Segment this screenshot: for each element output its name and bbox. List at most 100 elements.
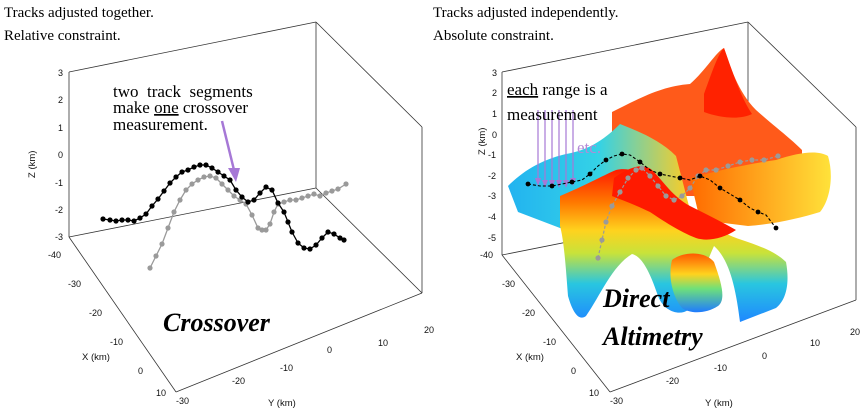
left-z-ticks: 3 2 1 0 -1 -2 -3 [55,68,63,242]
track-point [221,173,227,179]
left-axes-box [68,21,423,393]
track-point [343,181,349,187]
right-y-axis-label: Y (km) [705,398,733,409]
track-point [179,169,185,175]
track-point [703,167,709,173]
z-tick-label: -2 [55,205,63,215]
track-point [245,199,251,205]
track-point [171,209,177,215]
track-point [183,187,189,193]
track-point [323,190,329,196]
track-point [775,153,781,159]
track-point [609,203,615,209]
track-point [329,188,335,194]
right-panel: Tracks adjusted independently. Absolute … [433,5,860,409]
annotation-line2-underlined: one [154,98,179,117]
y-tick-label: -30 [176,396,189,406]
track-point [603,157,609,163]
track-point [679,193,685,199]
y-tick-label: -10 [280,363,293,373]
track-point [305,193,311,199]
track-point [619,151,625,157]
track-point [317,193,323,199]
y-tick-label: -20 [232,376,245,386]
x-tick-label: -40 [480,250,493,260]
track-point [189,181,195,187]
track-point [335,186,341,192]
right-z-ticks: 3 2 1 0 -1 -2 -3 -4 -5 [488,68,497,243]
x-tick-label: 0 [571,366,576,376]
track-point [125,217,131,223]
left-panel: Tracks adjusted together. Relative const… [4,5,434,409]
track-point [625,175,631,181]
left-gray-track [147,173,349,271]
right-annotation: each range is a measurement etc. [507,80,608,157]
x-tick-label: -40 [48,250,61,260]
etc-label: etc. [577,138,601,157]
track-point [713,167,719,173]
z-tick-label: 0 [492,130,497,140]
track-point [161,188,167,194]
z-tick-label: -4 [488,212,496,222]
track-point [173,174,179,180]
track-point [149,203,155,209]
track-point [251,197,257,203]
track-point [569,179,575,185]
annotation-line2: measurement [507,105,598,124]
left-annotation: two track segments make one crossover me… [113,82,253,134]
track-point [295,240,301,246]
track-point [137,215,143,221]
right-header-line1: Tracks adjusted independently. [433,5,619,21]
track-point [281,199,287,205]
z-tick-label: -3 [55,232,63,242]
annotation-line3: measurement. [113,115,208,134]
x-tick-label: -10 [110,337,123,347]
track-point [737,197,743,203]
track-point [549,183,555,189]
track-line [149,175,347,269]
track-point [755,209,761,215]
track-point [207,173,213,179]
track-point [249,212,255,218]
track-point [687,185,693,191]
track-point [599,237,605,243]
y-tick-label: 20 [424,325,434,335]
track-point [285,219,291,225]
left-z-axis-label: Z (km) [27,151,38,178]
track-point [275,200,281,206]
track-point [255,225,261,231]
track-point [293,197,299,203]
track-point [281,209,287,215]
track-point [107,217,113,223]
track-point [617,189,623,195]
track-point [677,175,683,181]
left-y-axis-label: Y (km) [268,398,296,409]
left-black-track [100,162,347,252]
left-x-ticks: -40 -30 -20 -10 0 10 [48,250,166,398]
track-point [201,174,207,180]
track-point [215,169,221,175]
annotation-line1: two track segments [113,82,253,101]
track-line [527,153,777,229]
z-tick-label: -5 [488,233,496,243]
z-tick-label: -1 [55,178,63,188]
track-point [113,218,119,224]
z-tick-label: 3 [58,68,63,78]
left-y-ticks: -30 -20 -10 0 10 20 [176,325,434,406]
track-point [639,165,645,171]
track-point [299,195,305,201]
track-point [603,219,609,225]
track-point [213,175,219,181]
x-tick-label: 10 [589,388,599,398]
right-z-axis-label: Z (km) [477,128,488,155]
track-point [219,181,225,187]
surface-back-peak [704,48,752,118]
track-point [153,253,159,259]
track-point [167,180,173,186]
right-x-ticks: -40 -30 -20 -10 0 10 [480,250,599,398]
track-point [165,225,171,231]
annotation-line2: make one crossover [113,98,248,117]
left-header-line2: Relative constraint. [4,28,121,44]
crossover-arrow [220,120,240,182]
